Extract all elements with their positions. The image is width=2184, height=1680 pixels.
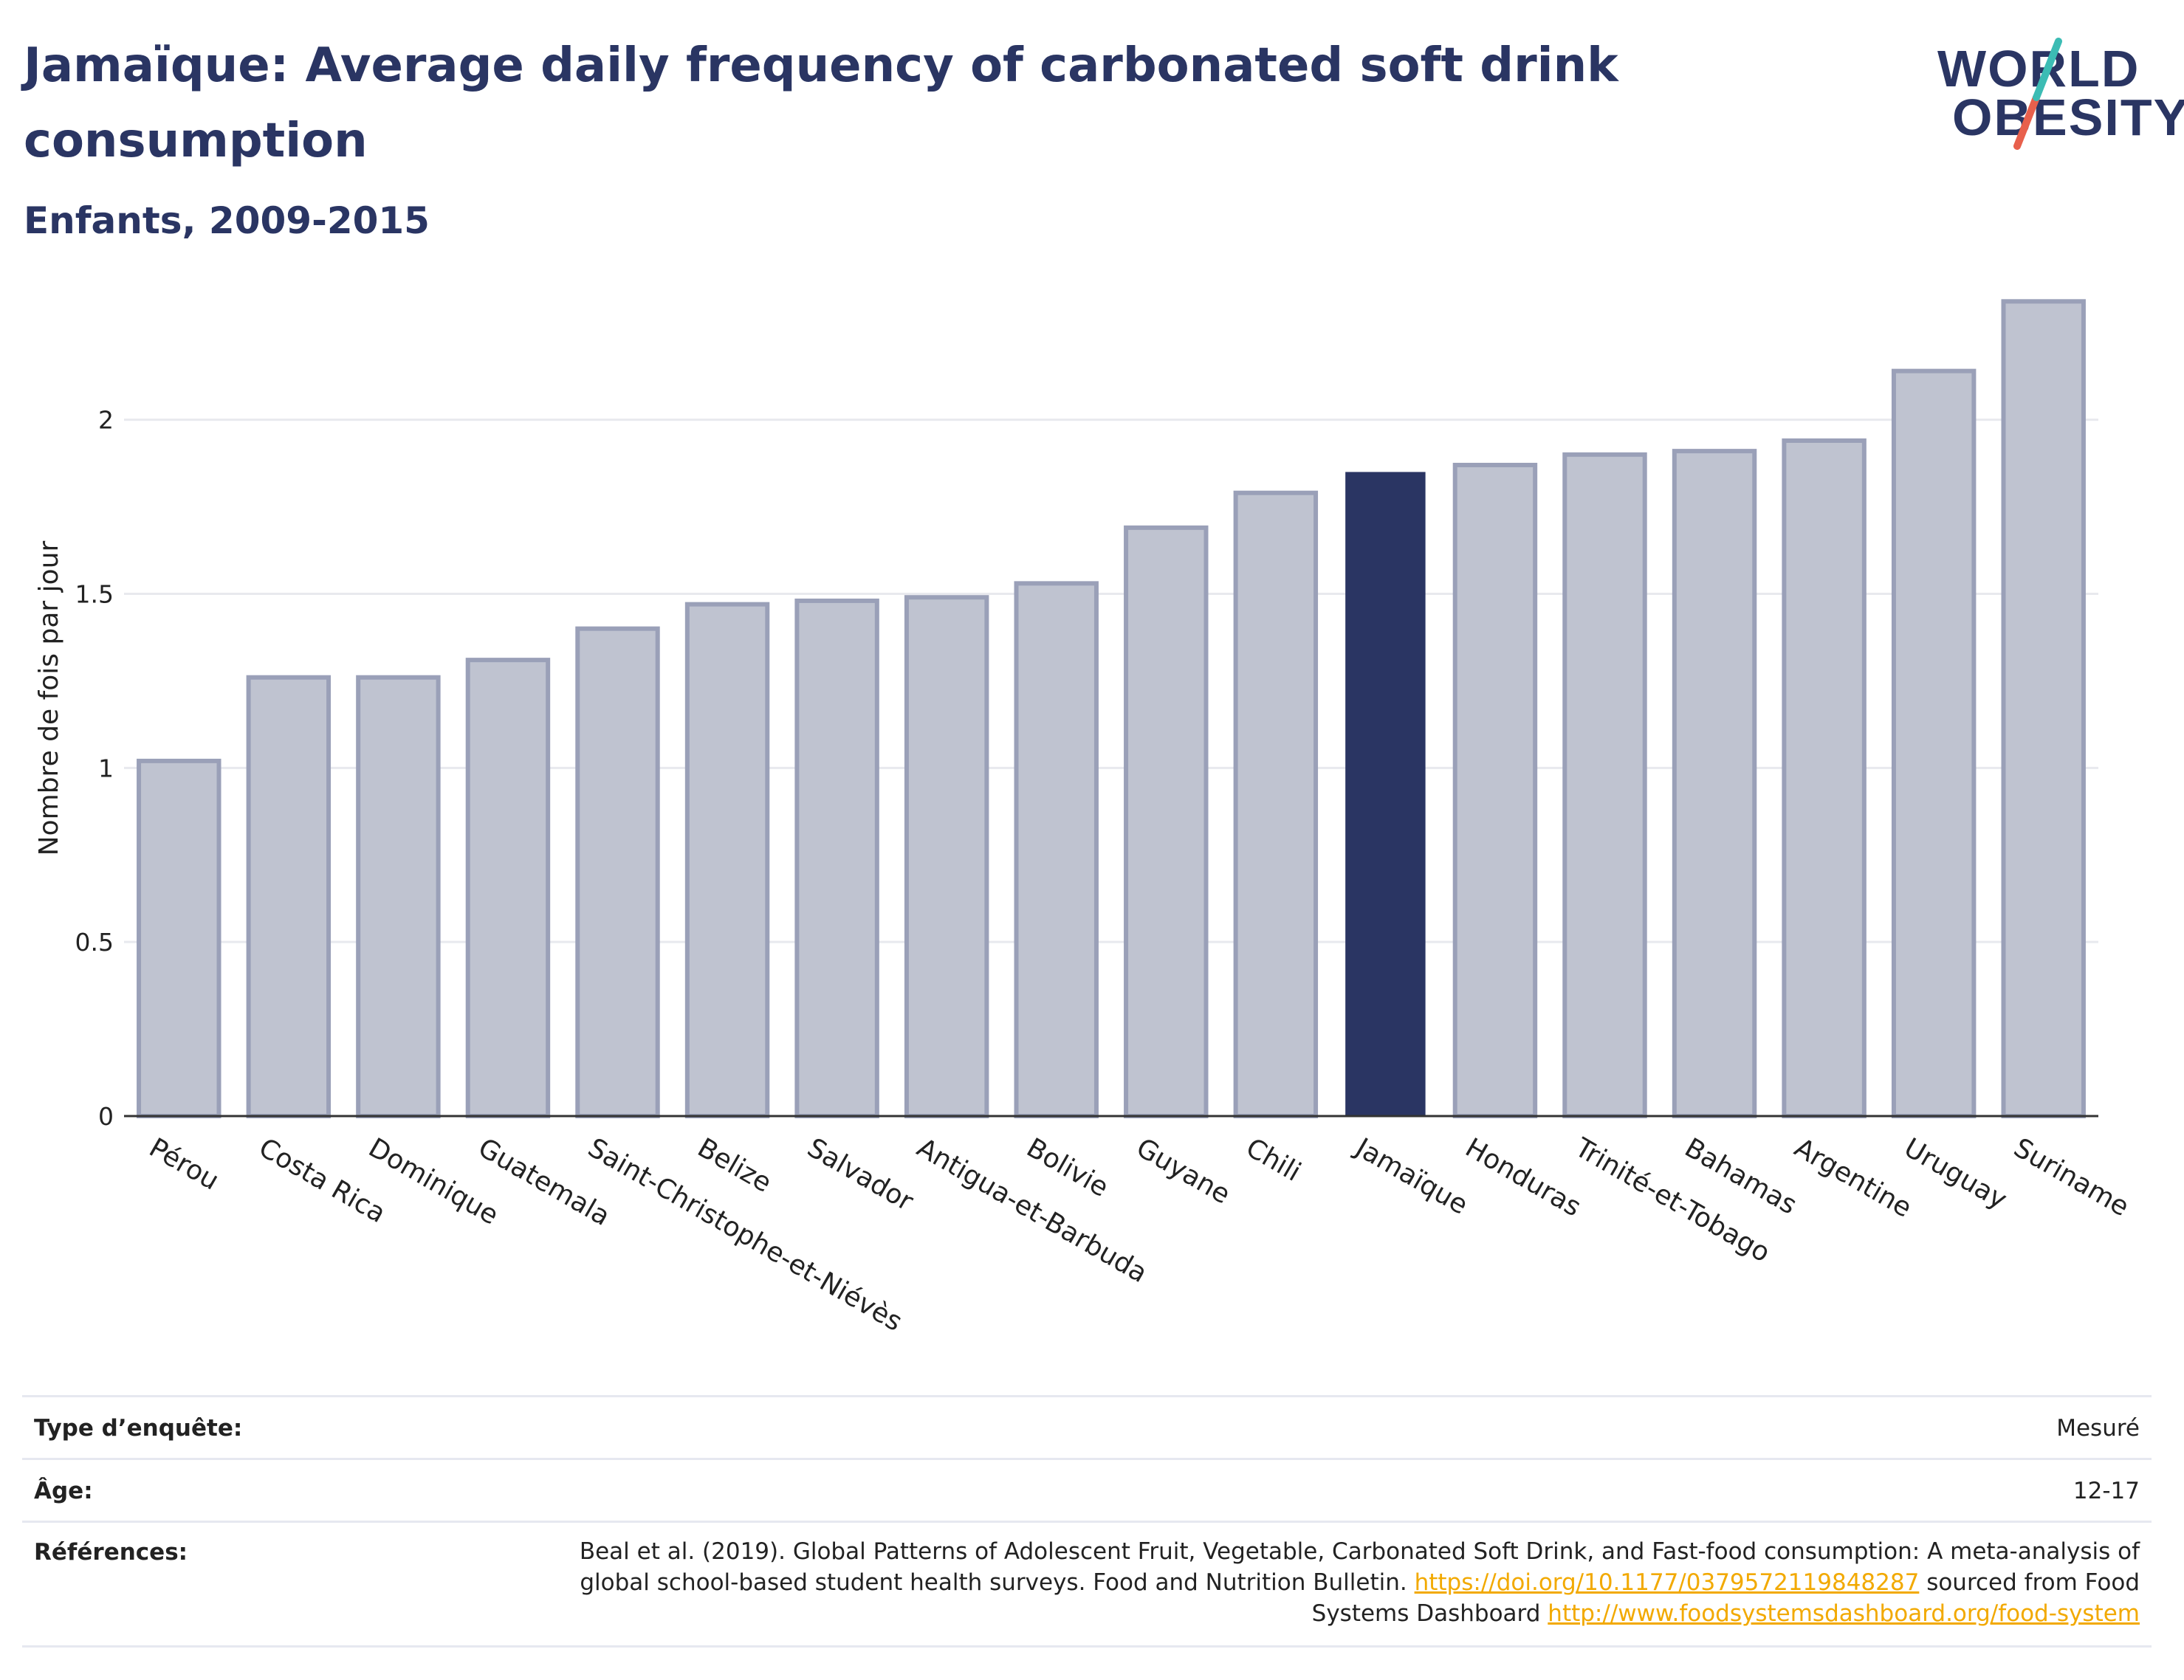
bar xyxy=(1782,438,1867,1118)
survey-type-label: Type d’enquête: xyxy=(34,1415,243,1442)
references-label: Références: xyxy=(34,1539,188,1566)
references-value: Beal et al. (2019). Global Patterns of A… xyxy=(515,1536,2140,1629)
logo-line-2: OBESITY xyxy=(1952,89,2184,146)
survey-type-row: Type d’enquête: Mesuré xyxy=(22,1395,2152,1458)
bar xyxy=(1345,472,1426,1116)
y-tick-label: 2 xyxy=(98,406,114,435)
bar xyxy=(1672,449,1757,1118)
x-tick-label: Uruguay xyxy=(1899,1132,2012,1215)
x-tick-label: Chili xyxy=(1241,1132,1306,1187)
y-tick-label: 0 xyxy=(98,1102,114,1131)
x-tick-label: Guyane xyxy=(1131,1132,1235,1210)
y-axis-title: Nombre de fois par jour xyxy=(34,540,64,856)
bar xyxy=(684,602,770,1118)
age-label: Âge: xyxy=(34,1478,93,1504)
x-tick-label: Belize xyxy=(693,1132,777,1198)
info-table: Type d’enquête: Mesuré Âge: 12-17 Référe… xyxy=(22,1395,2152,1648)
bar xyxy=(1014,581,1099,1118)
bar xyxy=(1452,462,1538,1118)
bar xyxy=(465,658,551,1118)
bar xyxy=(904,595,989,1118)
bar xyxy=(137,758,222,1119)
references-row: Références: Beal et al. (2019). Global P… xyxy=(22,1521,2152,1645)
y-tick-label: 1 xyxy=(98,754,114,782)
bar xyxy=(246,675,332,1118)
bar xyxy=(794,598,879,1118)
world-obesity-logo: WORLD OBESITY xyxy=(1934,37,2184,155)
x-tick-label: Honduras xyxy=(1460,1132,1586,1222)
y-tick-label: 0.5 xyxy=(75,928,114,957)
x-tick-label: Suriname xyxy=(2008,1132,2134,1222)
bar xyxy=(1562,452,1647,1118)
bar xyxy=(2001,299,2086,1118)
survey-type-value: Mesuré xyxy=(2056,1415,2140,1442)
references-url-link[interactable]: http://www.foodsystemsdashboard.org/food… xyxy=(1548,1600,2140,1627)
logo-slash-icon xyxy=(2013,38,2062,150)
references-text: Beal et al. (2019). Global Patterns of A… xyxy=(579,1538,2140,1596)
references-mid-text: sourced from Food Systems Dashboard xyxy=(1311,1569,2140,1627)
x-tick-label: Salvador xyxy=(802,1132,918,1217)
bar xyxy=(1124,525,1209,1118)
bar xyxy=(575,626,660,1118)
y-tick-label: 1.5 xyxy=(75,580,114,609)
bar xyxy=(356,675,441,1118)
age-value: 12-17 xyxy=(2073,1478,2140,1504)
x-tick-label: Jamaïque xyxy=(1349,1132,1472,1220)
bar xyxy=(1233,490,1319,1118)
x-tick-label: Trinité-et-Tobago xyxy=(1569,1132,1775,1269)
chart-subtitle: Enfants, 2009-2015 xyxy=(24,199,430,242)
x-tick-label: Bolivie xyxy=(1021,1132,1113,1203)
x-tick-label: Argentine xyxy=(1789,1132,1917,1223)
chart-title: Jamaïque: Average daily frequency of car… xyxy=(24,38,1618,168)
bar xyxy=(1891,368,1977,1118)
references-doi-link[interactable]: https://doi.org/10.1177/0379572119848287 xyxy=(1414,1569,1920,1596)
age-row: Âge: 12-17 xyxy=(22,1458,2152,1521)
x-tick-label: Pérou xyxy=(144,1132,224,1196)
